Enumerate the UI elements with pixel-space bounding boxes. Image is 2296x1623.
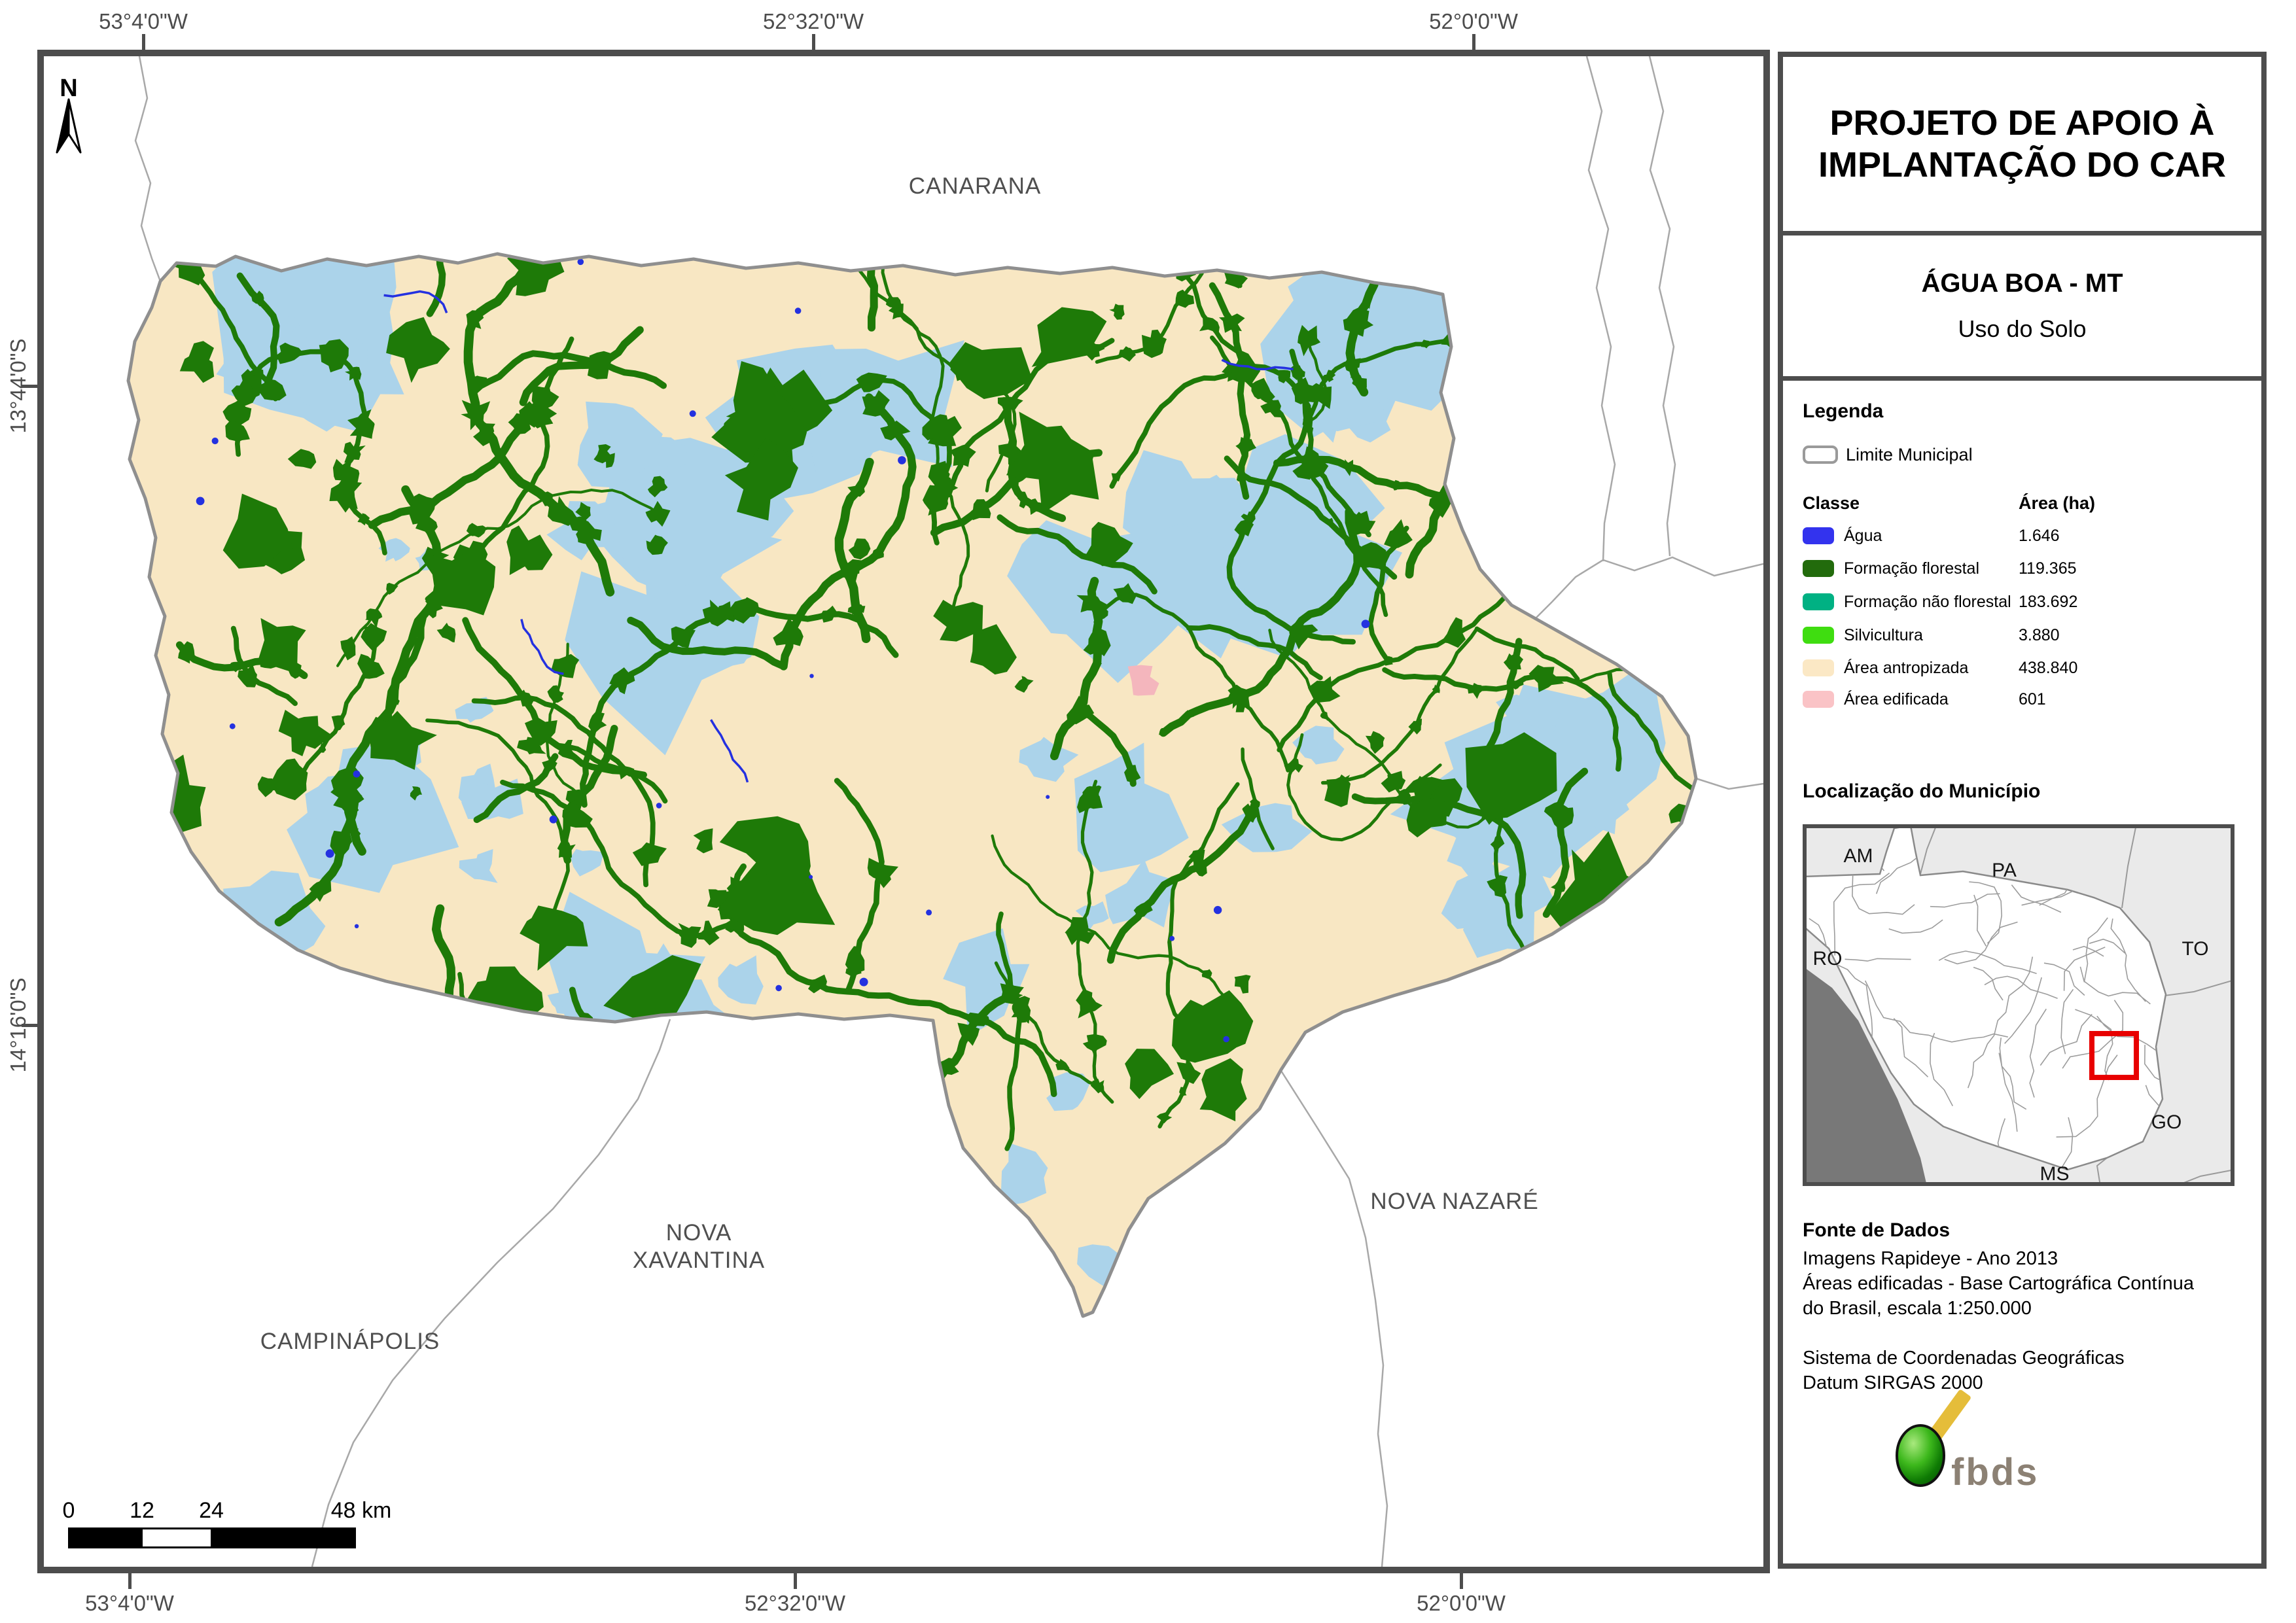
graticule-tick [22, 385, 37, 388]
source-line: Datum SIRGAS 2000 [1803, 1372, 1983, 1393]
legend-row: Área edificada 601 [1803, 687, 2257, 712]
label-nova-xavantina: NOVA [666, 1220, 732, 1246]
longitude-label-top: 52°32'0"W [762, 9, 864, 33]
legend-class-area: 183.692 [2019, 592, 2078, 611]
project-title-line2: IMPLANTAÇÃO DO CAR [1818, 145, 2226, 184]
legend-header-row: Classe Área (ha) [1803, 491, 2257, 515]
north-label: N [60, 75, 77, 102]
legend-class-name: Formação florestal [1844, 559, 1980, 578]
project-title-block: PROJETO DE APOIO À IMPLANTAÇÃO DO CAR [1783, 57, 2261, 236]
graticule-tick [794, 1573, 797, 1589]
municipality-name: ÁGUA BOA - MT [1921, 269, 2123, 298]
label-nova-nazare: NOVA NAZARÉ [1370, 1189, 1538, 1214]
longitude-label-top: 53°4'0"W [99, 9, 188, 33]
map-theme: Uso do Solo [1958, 315, 2087, 342]
inset-state-label: TO [2181, 938, 2208, 960]
legend-swatch [1803, 560, 1834, 577]
legend-class-area: 601 [2019, 689, 2046, 708]
municipality-block: ÁGUA BOA - MT Uso do Solo [1783, 236, 2261, 381]
graticule-tick [22, 1024, 37, 1027]
label-nova-xavantina: XAVANTINA [633, 1248, 765, 1273]
inset-state-label: PA [1992, 860, 2017, 881]
legend-col-class: Classe [1803, 493, 1860, 513]
inset-state-label: GO [2151, 1111, 2182, 1133]
built-up-area [1127, 665, 1159, 696]
legend-class-area: 3.880 [2019, 625, 2060, 644]
source-line: do Brasil, escala 1:250.000 [1803, 1298, 2032, 1319]
longitude-label-bottom: 52°32'0"W [744, 1591, 846, 1615]
legend-class-name: Água [1844, 526, 1882, 545]
inset-highlight-square [2089, 1031, 2139, 1080]
graticule-tick [128, 1573, 132, 1589]
legend-heading: Legenda [1803, 400, 1884, 422]
source-heading: Fonte de Dados [1803, 1219, 1951, 1241]
legend-class-name: Formação não florestal [1844, 592, 2011, 611]
legend-swatch [1803, 691, 1834, 708]
inset-state-label: RO [1813, 948, 1843, 969]
source-line: Áreas edificadas - Base Cartográfica Con… [1803, 1273, 2195, 1294]
graticule-tick [1472, 34, 1475, 50]
legend-swatch [1803, 527, 1834, 544]
limite-municipal-swatch [1803, 445, 1838, 464]
inset-heading: Localização do Município [1803, 780, 2041, 802]
neighbor-boundaries [134, 56, 1763, 1567]
legend-limite-row: Limite Municipal [1803, 442, 2257, 467]
legend-swatch [1803, 593, 1834, 610]
source-line [1803, 1321, 2194, 1346]
legend-row: Área antropizada 438.840 [1803, 655, 2257, 680]
legend-class-area: 1.646 [2019, 526, 2060, 545]
label-campinapolis: CAMPINÁPOLIS [260, 1329, 440, 1354]
legend-row: Formação florestal 119.365 [1803, 556, 2257, 581]
limite-municipal-label: Limite Municipal [1846, 444, 1973, 464]
latitude-label-left: 13°44'0"S [6, 338, 30, 434]
source-line: Sistema de Coordenadas Geográficas [1803, 1348, 2125, 1369]
source-lines: Imagens Rapideye - Ano 2013 Áreas edifica… [1803, 1246, 2194, 1395]
graticule-tick [142, 34, 145, 50]
longitude-label-bottom: 53°4'0"W [85, 1591, 174, 1615]
legend-row: Água 1.646 [1803, 523, 2257, 548]
legend-row: Silvicultura 3.880 [1803, 623, 2257, 648]
legend-col-area: Área (ha) [2019, 493, 2096, 513]
legend-row: Formação não florestal 183.692 [1803, 589, 2257, 614]
graticule-tick [1460, 1573, 1463, 1589]
inset-state-label: AM [1844, 845, 1873, 867]
inset-mato-grosso [1803, 824, 2167, 1171]
legend-swatch [1803, 659, 1834, 676]
north-arrow: N [56, 75, 82, 154]
longitude-label-top: 52°0'0"W [1429, 9, 1518, 33]
legend-class-area: 438.840 [2019, 658, 2078, 677]
legend-class-area: 119.365 [2019, 559, 2077, 578]
legend-class-name: Área antropizada [1844, 658, 1969, 677]
inset-foreign-area [1803, 966, 1927, 1186]
graticule-tick [812, 34, 815, 50]
longitude-label-bottom: 52°0'0"W [1417, 1591, 1506, 1615]
legend-class-name: Área edificada [1844, 689, 1949, 708]
scale-bar-label: 48 km [331, 1498, 392, 1523]
latitude-label-left: 14°16'0"S [6, 977, 30, 1073]
land-use-layer [128, 254, 1696, 1295]
logo-sphere [1896, 1424, 1945, 1487]
project-title-line1: PROJETO DE APOIO À [1829, 103, 2215, 143]
scale-bar: 0 12 24 48 km [63, 1498, 392, 1548]
scale-bar-label: 0 [63, 1498, 75, 1523]
inset-state-label: MS [2040, 1163, 2070, 1185]
scale-bar-label: 12 [130, 1498, 154, 1523]
source-line: Imagens Rapideye - Ano 2013 [1803, 1248, 2058, 1269]
label-canarana: CANARANA [909, 173, 1041, 199]
logo-text: fbds [1951, 1451, 2039, 1493]
info-panel: PROJETO DE APOIO À IMPLANTAÇÃO DO CAR ÁG… [1778, 52, 2267, 1569]
municipality-boundary [126, 252, 1698, 1318]
inset-municipal-lines [1809, 826, 2166, 1170]
legend-swatch [1803, 627, 1834, 644]
legend-class-name: Silvicultura [1844, 625, 1923, 644]
fbds-logo: fbds [1896, 1389, 2039, 1493]
location-inset-map: AM PA TO RO GO MS [1803, 824, 2234, 1186]
scale-bar-label: 24 [199, 1498, 224, 1523]
